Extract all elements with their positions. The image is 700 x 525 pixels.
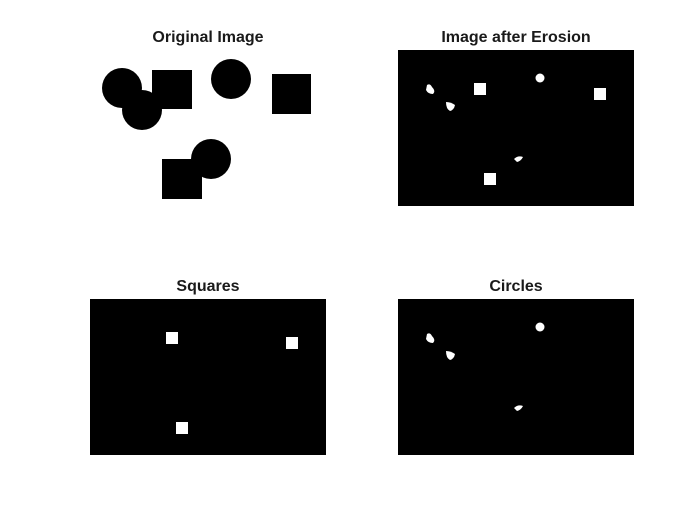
eroded-square-2: [594, 88, 606, 100]
circles-background: [398, 299, 634, 455]
panel-title-circles: Circles: [489, 278, 543, 295]
squares-background: [90, 299, 326, 455]
eroded-blob-3: [514, 156, 523, 162]
eroded-image: [398, 50, 634, 206]
circles-blob-1: [426, 333, 435, 343]
circles-image: [398, 299, 634, 455]
eroded-blob-2: [446, 102, 455, 111]
original-square-2: [272, 74, 311, 114]
eroded-square-3: [484, 173, 496, 185]
original-image: [90, 50, 326, 206]
squares-square-2: [286, 337, 298, 349]
squares-square-1: [166, 332, 178, 344]
panel-title-erosion: Image after Erosion: [441, 29, 591, 46]
panel-title-squares: Squares: [176, 278, 240, 295]
squares-image: [90, 299, 326, 455]
circles-blob-2: [446, 351, 455, 360]
eroded-dot: [535, 73, 545, 83]
original-square-3: [162, 159, 202, 199]
eroded-blob-1: [426, 84, 435, 94]
circles-dot: [535, 322, 545, 332]
squares-square-3: [176, 422, 188, 434]
panel-title-original: Original Image: [152, 29, 264, 46]
eroded-background: [398, 50, 634, 206]
eroded-square-1: [474, 83, 486, 95]
circles-blob-3: [514, 405, 523, 411]
original-circle-3: [211, 59, 251, 99]
original-square-1: [152, 70, 192, 109]
